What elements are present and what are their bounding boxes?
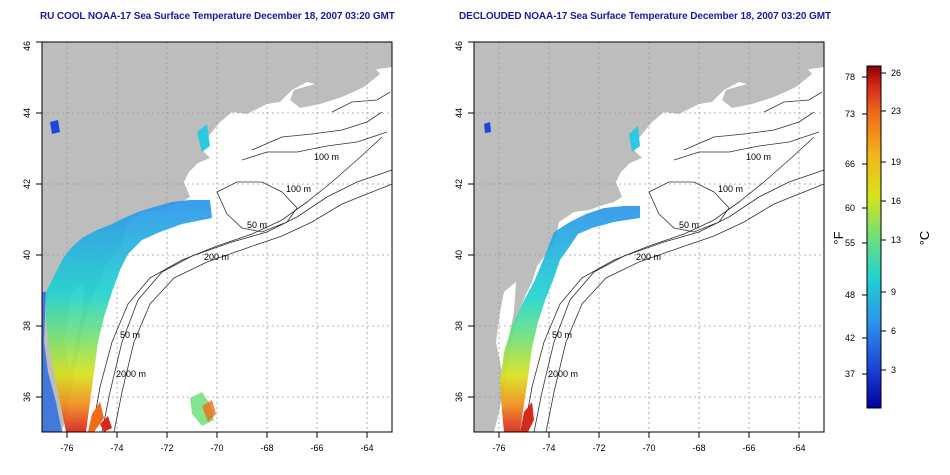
contour-label: 50 m bbox=[679, 220, 699, 230]
x-tick-label: -74 bbox=[542, 443, 555, 453]
y-tick-label: 44 bbox=[22, 108, 32, 118]
x-tick-label: -76 bbox=[60, 443, 73, 453]
colorbar-c-tick: 23 bbox=[891, 106, 901, 116]
colorbar-f-tick: 42 bbox=[845, 333, 855, 343]
contour-label: 100 m bbox=[746, 152, 771, 162]
y-tick-label: 40 bbox=[22, 250, 32, 260]
colorbar-c-tick: 16 bbox=[891, 196, 901, 206]
colorbar: 78 73 66 60 55 48 42 37 26 23 19 16 13 9… bbox=[831, 65, 932, 409]
map-panel-right: 100 m 100 m 50 m 200 m 50 m 2000 m -76 -… bbox=[454, 41, 825, 453]
x-tick-label: -64 bbox=[792, 443, 805, 453]
x-tick-label: -76 bbox=[492, 443, 505, 453]
x-tick-label: -74 bbox=[110, 443, 123, 453]
contour-label: 100 m bbox=[314, 152, 339, 162]
y-tick-label: 38 bbox=[22, 321, 32, 331]
contour-labels-right: 100 m 100 m 50 m 200 m 50 m 2000 m bbox=[548, 152, 771, 379]
y-tick-label: 40 bbox=[454, 250, 464, 260]
y-tick-label: 44 bbox=[454, 108, 464, 118]
y-tick-label: 46 bbox=[22, 41, 32, 51]
y-tick-label: 36 bbox=[454, 392, 464, 402]
contour-label: 50 m bbox=[247, 220, 267, 230]
x-axis-right: -76 -74 -72 -70 -68 -66 -64 bbox=[492, 432, 806, 453]
y-axis-left: 36 38 40 42 44 46 bbox=[22, 41, 42, 402]
contour-label: 2000 m bbox=[116, 369, 146, 379]
colorbar-c-tick: 26 bbox=[891, 68, 901, 78]
contour-label: 50 m bbox=[552, 330, 572, 340]
colorbar-f-tick: 60 bbox=[845, 203, 855, 213]
colorbar-gradient bbox=[866, 65, 882, 409]
y-tick-label: 42 bbox=[22, 179, 32, 189]
x-tick-label: -66 bbox=[310, 443, 323, 453]
colorbar-f-tick: 55 bbox=[845, 238, 855, 248]
x-tick-label: -70 bbox=[210, 443, 223, 453]
x-tick-label: -64 bbox=[360, 443, 373, 453]
contour-label: 2000 m bbox=[548, 369, 578, 379]
contour-label: 200 m bbox=[636, 252, 661, 262]
colorbar-c-tick: 6 bbox=[891, 326, 896, 336]
colorbar-celsius-ticks: 26 23 19 16 13 9 6 3 bbox=[881, 68, 901, 375]
colorbar-f-tick: 66 bbox=[845, 159, 855, 169]
x-tick-label: -72 bbox=[160, 443, 173, 453]
colorbar-celsius-label: °C bbox=[917, 231, 932, 246]
colorbar-c-tick: 13 bbox=[891, 235, 901, 245]
colorbar-f-tick: 48 bbox=[845, 290, 855, 300]
y-tick-label: 46 bbox=[454, 41, 464, 51]
panel-title-left: RU COOL NOAA-17 Sea Surface Temperature … bbox=[40, 11, 395, 22]
y-axis-right: 36 38 40 42 44 46 bbox=[454, 41, 474, 402]
colorbar-fahrenheit-label: °F bbox=[831, 231, 846, 244]
x-tick-label: -66 bbox=[742, 443, 755, 453]
colorbar-c-tick: 19 bbox=[891, 157, 901, 167]
contour-label: 100 m bbox=[286, 184, 311, 194]
colorbar-fahrenheit-ticks: 78 73 66 60 55 48 42 37 bbox=[845, 72, 867, 379]
y-tick-label: 42 bbox=[454, 179, 464, 189]
x-tick-label: -70 bbox=[642, 443, 655, 453]
colorbar-f-tick: 78 bbox=[845, 72, 855, 82]
colorbar-f-tick: 37 bbox=[845, 369, 855, 379]
colorbar-c-tick: 9 bbox=[891, 287, 896, 297]
map-panel-left: 100 m 100 m 50 m 200 m 50 m 2000 m -76 -… bbox=[22, 41, 393, 453]
x-tick-label: -72 bbox=[592, 443, 605, 453]
panel-title-right: DECLOUDED NOAA-17 Sea Surface Temperatur… bbox=[459, 11, 831, 22]
contour-labels-left: 100 m 100 m 50 m 200 m 50 m 2000 m bbox=[116, 152, 339, 379]
contour-label: 200 m bbox=[204, 252, 229, 262]
contour-label: 50 m bbox=[120, 330, 140, 340]
y-tick-label: 38 bbox=[454, 321, 464, 331]
y-tick-label: 36 bbox=[22, 392, 32, 402]
x-tick-label: -68 bbox=[692, 443, 705, 453]
colorbar-c-tick: 3 bbox=[891, 365, 896, 375]
x-tick-label: -68 bbox=[260, 443, 273, 453]
colorbar-f-tick: 73 bbox=[845, 109, 855, 119]
x-axis-left: -76 -74 -72 -70 -68 -66 -64 bbox=[60, 432, 374, 453]
contour-label: 100 m bbox=[718, 184, 743, 194]
